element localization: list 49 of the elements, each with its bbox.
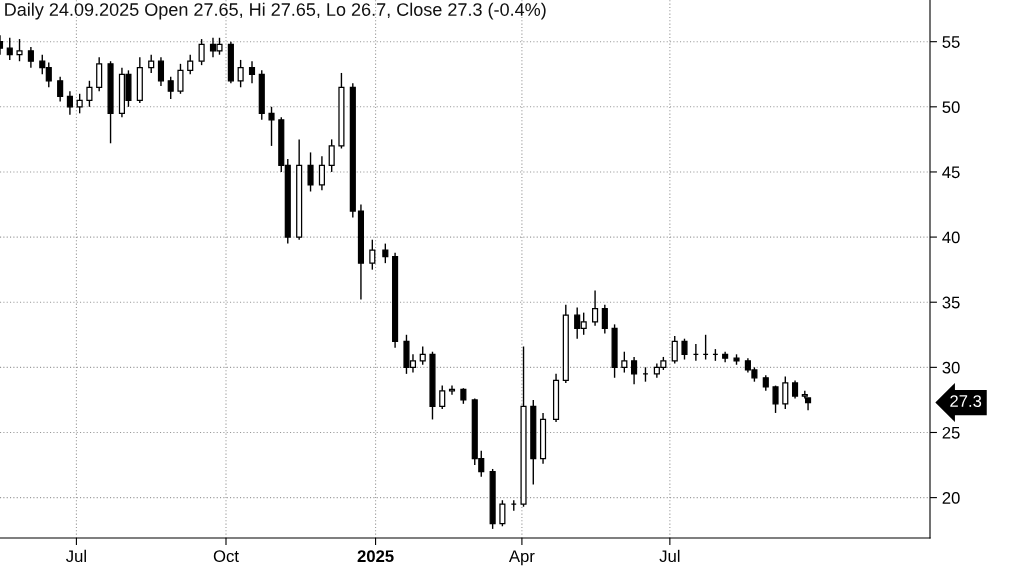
y-tick-label: 50 [942,101,960,114]
candlestick [791,379,799,400]
candlestick [57,76,64,103]
candlestick [772,384,779,414]
candlestick [16,38,23,62]
y-tick-label: 25 [942,426,960,439]
candlestick [167,76,174,100]
candlestick [157,56,165,87]
y-tick-label: 55 [942,36,960,48]
candlestick [86,80,93,108]
candlestick [198,38,205,66]
y-tick-label: 35 [942,296,960,309]
candlestick [601,304,608,335]
candlestick [318,155,325,191]
y-tick-label: 45 [942,166,960,179]
candlestick [328,138,335,173]
candlestick [671,335,678,365]
candlestick [268,106,275,147]
x-tick-label: 2025 [357,550,394,563]
candlestick [782,375,789,410]
candlestick [148,54,155,74]
candlestick [66,90,73,116]
candlestick [621,351,628,374]
candlestick [681,337,688,361]
candlestick [499,499,506,527]
candlestick [187,54,194,75]
candlestick [177,63,184,95]
candlestick [592,289,599,327]
candlestick [631,356,638,385]
x-tick-label: Jul [66,549,86,563]
chart-title: Daily 24.09.2025 Open 27.65, Hi 27.65, Lo 26.7, Close 27.3 (-0.4%) [5,2,546,20]
candlestick [419,345,426,366]
x-tick-label: Oct [213,550,239,563]
candlestick [27,46,34,69]
x-tick-label: Jul [659,549,680,563]
candlestick [96,56,103,92]
candlestick [439,384,446,410]
candlestick [6,37,13,61]
candlestick [237,59,244,88]
y-tick-label: 40 [942,231,960,244]
text: 27.3 [950,395,982,407]
y-tick-label: 20 [942,492,960,504]
candlestick [76,93,83,115]
candlestick [307,151,314,193]
candlestick [369,238,376,271]
candlestick [382,242,389,264]
candlestick [248,60,256,85]
x-tick-label: Apr [508,550,535,566]
y-tick-label: 30 [942,361,960,374]
